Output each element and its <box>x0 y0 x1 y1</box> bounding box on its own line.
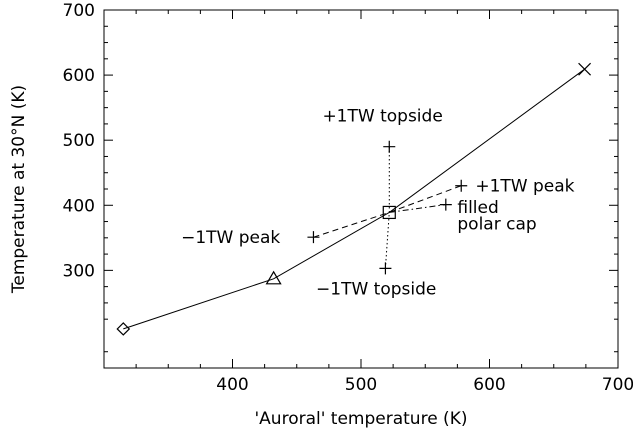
data-point-plus <box>307 231 320 244</box>
x-axis-title: 'Auroral' temperature (K) <box>255 409 468 429</box>
series-line-dashdot <box>389 204 446 213</box>
annotation-label: polar cap <box>457 214 536 234</box>
annotation-label: +1TW peak <box>475 177 574 197</box>
x-tick-label: 700 <box>602 375 633 395</box>
y-axis-title: Temperature at 30°N (K) <box>9 85 29 294</box>
annotation-label: filled <box>457 198 498 218</box>
annotation-label: −1TW peak <box>181 228 280 248</box>
marker-layer <box>116 62 592 336</box>
x-tick-label: 600 <box>473 375 505 395</box>
y-tick-label: 700 <box>63 1 95 21</box>
x-tick-label: 500 <box>345 375 377 395</box>
annotation-label: +1TW topside <box>322 106 442 126</box>
y-tick-label: 400 <box>63 196 95 216</box>
data-point-square <box>382 205 396 220</box>
series-line-solid <box>123 68 585 330</box>
data-point-plus <box>383 140 396 153</box>
ticks: 400 500 600 700 300 400 500 600 700 <box>63 1 633 395</box>
data-point-plus <box>455 179 468 192</box>
data-point-x <box>578 62 592 76</box>
data-point-plus <box>439 198 452 211</box>
y-tick-label: 600 <box>63 66 95 86</box>
x-tick-label: 400 <box>216 375 248 395</box>
data-point-diamond <box>116 322 131 336</box>
y-tick-label: 500 <box>63 131 95 151</box>
series-line-dashed <box>313 185 462 238</box>
series-line-dotted <box>384 146 390 269</box>
data-point-triangle <box>265 270 282 285</box>
y-tick-label: 300 <box>63 261 95 281</box>
data-point-plus <box>379 262 392 275</box>
series-layer <box>123 68 585 330</box>
annotation-label: −1TW topside <box>316 280 436 300</box>
